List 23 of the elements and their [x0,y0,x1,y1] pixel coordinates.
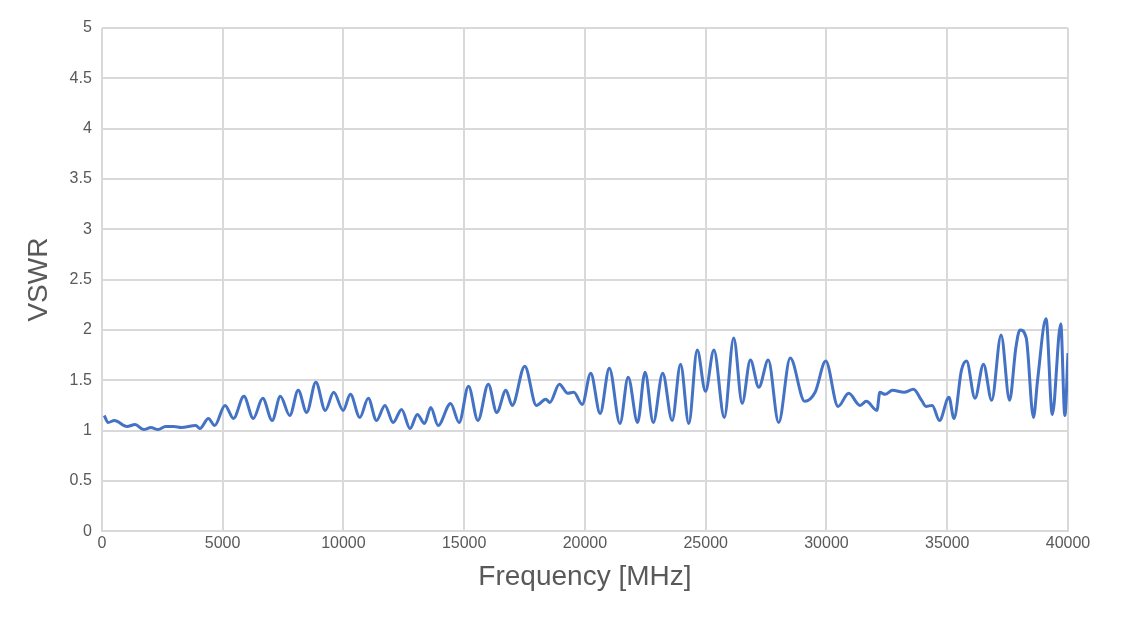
x-tick-label: 40000 [1045,534,1091,552]
x-tick-label: 15000 [441,534,487,552]
x-tick-label: 0 [97,534,107,552]
y-tick-label: 4 [82,119,92,137]
x-tick-label: 35000 [924,534,970,552]
y-tick-label: 0.5 [69,471,92,489]
y-tick-label: 4.5 [69,68,92,86]
line-series [102,317,1068,432]
y-tick-label: 3 [82,219,92,237]
y-tick-label: 1 [82,420,92,438]
y-tick-label: 2.5 [69,270,92,288]
y-tick-label: 1.5 [69,370,92,388]
x-tick-label: 10000 [321,534,366,552]
y-tick-label: 2 [82,320,92,338]
y-tick-label: 5 [82,18,92,36]
y-axis-title: VSWR [21,237,53,322]
x-tick-label: 25000 [683,534,729,552]
y-tick-label: 3.5 [69,169,92,187]
x-tick-label: 5000 [204,534,241,552]
x-tick-label: 20000 [562,534,608,552]
x-axis-title: Frequency [MHz] [478,559,692,591]
x-tick-label: 30000 [804,534,849,552]
y-tick-label: 0 [82,521,92,539]
